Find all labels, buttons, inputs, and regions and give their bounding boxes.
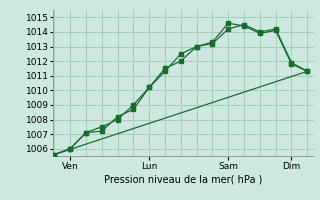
X-axis label: Pression niveau de la mer( hPa ): Pression niveau de la mer( hPa ) — [104, 175, 262, 185]
